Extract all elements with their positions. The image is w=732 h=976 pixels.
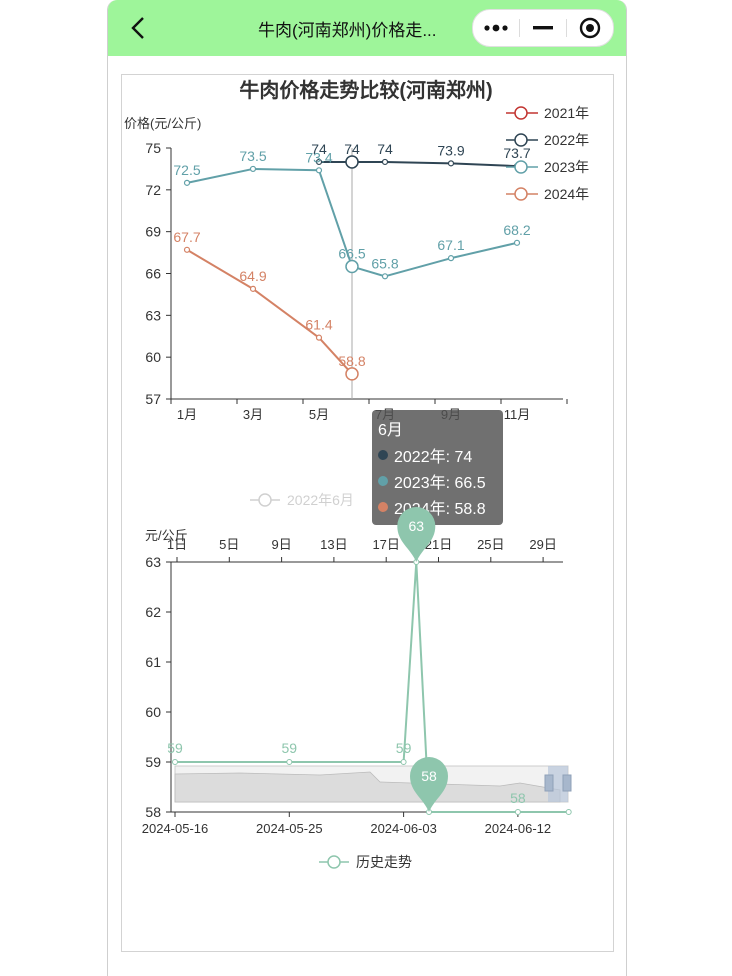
data-point <box>315 158 323 166</box>
series-dot-icon <box>378 476 388 486</box>
data-point <box>183 246 191 253</box>
data-point <box>183 179 191 186</box>
data-label: 74 <box>377 141 393 157</box>
minus-icon <box>533 26 553 30</box>
data-label: 73.9 <box>437 142 464 158</box>
legend-marker-icon <box>514 106 528 120</box>
data-label: 64.9 <box>239 268 266 284</box>
data-point <box>381 158 389 166</box>
data-point <box>345 259 359 274</box>
data-point <box>249 285 257 292</box>
y-tick-label: 60 <box>145 349 161 365</box>
y-tick-label: 72 <box>145 182 161 198</box>
data-point <box>513 239 521 246</box>
data-label: 66.5 <box>338 246 365 262</box>
legend-label: 2022年 <box>544 132 589 148</box>
data-label: 73.4 <box>305 149 332 165</box>
tooltip-row: 2023年: 66.5 <box>378 468 503 494</box>
series-line-2024年 <box>186 248 353 375</box>
data-label: 67.1 <box>437 237 464 253</box>
data-point <box>381 273 389 280</box>
chevron-left-icon <box>131 17 144 39</box>
data-label: 74 <box>344 141 360 157</box>
chart-tooltip: 6月 2022年: 74 2023年: 66.5 2024年: 58.8 <box>372 410 503 525</box>
price-compare-chart[interactable]: 牛肉价格走势比较(河南郑州) 价格(元/公斤) 57 60 63 66 69 72 75 1月… <box>0 0 732 520</box>
legend-marker-icon <box>514 133 528 147</box>
more-dots-icon <box>484 24 508 32</box>
legend-item-2021年[interactable]: 2021年 <box>506 105 589 121</box>
legend-item-2024年[interactable]: 2024年 <box>506 186 589 202</box>
legend-label: 2024年 <box>544 186 589 202</box>
data-label: 72.5 <box>173 162 200 178</box>
legend-marker-icon <box>514 160 528 174</box>
tooltip-title: 6月 <box>378 422 403 439</box>
legend-marker-icon <box>514 187 528 201</box>
tooltip-row-label: 2024年: 58.8 <box>394 501 486 518</box>
capsule-divider <box>519 19 520 37</box>
legend-item-2022年[interactable]: 2022年 <box>506 132 589 148</box>
close-button[interactable] <box>567 10 613 46</box>
tooltip-row-label: 2022年: 74 <box>394 449 473 466</box>
x-tick-label: 5月 <box>309 407 329 422</box>
tooltip-row-label: 2023年: 66.5 <box>394 475 486 492</box>
chart-title: 牛肉价格走势比较(河南郑州) <box>239 78 492 102</box>
data-label: 58.8 <box>338 353 365 369</box>
capsule-menu <box>472 9 614 47</box>
minimize-button[interactable] <box>520 10 566 46</box>
data-label: 61.4 <box>305 317 332 333</box>
data-label: 73.7 <box>503 145 530 161</box>
y-axis-label: 价格(元/公斤) <box>124 116 201 131</box>
y-tick-label: 75 <box>145 140 161 156</box>
target-circle-icon <box>579 17 601 39</box>
x-tick-label: 1月 <box>177 407 197 422</box>
data-point <box>345 155 359 169</box>
legend-label: 2021年 <box>544 105 589 121</box>
data-point <box>249 165 257 173</box>
tooltip-row: 2024年: 58.8 <box>378 494 503 520</box>
y-tick-label: 69 <box>145 224 161 240</box>
data-point <box>345 367 359 381</box>
series-dot-icon <box>378 502 388 512</box>
data-point <box>315 167 323 174</box>
data-label: 74 <box>311 141 327 157</box>
y-tick-label: 63 <box>145 307 161 323</box>
faded-legend-label: 2022年6月 <box>287 492 354 508</box>
faded-legend-marker-icon <box>258 493 272 507</box>
data-label: 73.5 <box>239 148 266 164</box>
more-button[interactable] <box>473 10 519 46</box>
capsule-divider <box>566 19 567 37</box>
data-point <box>315 334 323 341</box>
data-point <box>447 160 455 167</box>
x-tick-label: 3月 <box>243 407 263 422</box>
back-button[interactable] <box>122 12 154 44</box>
y-tick-label: 57 <box>145 391 161 407</box>
series-dot-icon <box>378 450 388 460</box>
data-label: 67.7 <box>173 229 200 245</box>
y-tick-label: 66 <box>145 266 161 282</box>
data-label: 68.2 <box>503 222 530 238</box>
navbar: 牛肉(河南郑州)价格走... <box>108 0 626 56</box>
data-label: 65.8 <box>371 255 398 271</box>
data-point <box>447 255 455 262</box>
x-tick-label: 11月 <box>504 407 531 422</box>
legend-item-2023年[interactable]: 2023年 <box>506 159 589 175</box>
legend-label: 2023年 <box>544 159 589 175</box>
tooltip-row: 2022年: 74 <box>378 442 503 468</box>
